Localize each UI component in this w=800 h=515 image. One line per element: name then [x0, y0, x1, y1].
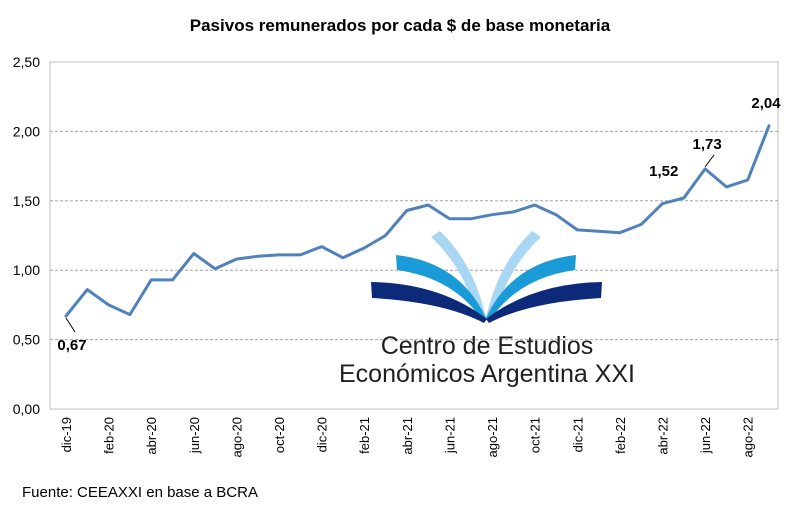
x-tick-label: feb-21 [357, 417, 372, 454]
x-tick-label: dic-21 [570, 417, 585, 452]
x-tick-label: dic-19 [59, 417, 74, 452]
watermark-line-2: Económicos Argentina XXI [339, 360, 635, 388]
x-tick-label: ago-21 [485, 417, 500, 457]
x-tick-label: abr-20 [144, 417, 159, 455]
x-tick-label: dic-20 [315, 417, 330, 452]
label-leader-line [704, 154, 715, 168]
logo-right-arc-dark [486, 282, 602, 323]
axes: 0,00 0,50 1,00 1,50 2,00 2,50 dic-19 feb-20 abr-… [13, 54, 756, 457]
x-tick-label: oct-20 [272, 417, 287, 453]
y-tick-label: 1,00 [13, 262, 40, 278]
y-tick-label: 0,50 [13, 332, 40, 348]
x-tick-label: feb-20 [102, 417, 117, 454]
y-tick-label: 2,50 [13, 54, 40, 70]
gridlines [49, 61, 779, 410]
y-tick-label: 0,00 [13, 401, 40, 417]
label-leader-line [65, 317, 76, 333]
data-label: 1,52 [649, 163, 678, 180]
plot-area [49, 61, 779, 410]
x-tick-label: jun-22 [698, 417, 713, 454]
data-label: 1,73 [692, 136, 721, 153]
x-tick-label: abr-21 [400, 417, 415, 455]
series-line [64, 124, 771, 318]
data-labels: 0,67 1,52 1,73 2,04 [57, 95, 781, 354]
chart-title: Pasivos remunerados por cada $ de base m… [189, 16, 611, 35]
x-tick-label: ago-20 [229, 417, 244, 457]
y-tick-label: 2,00 [13, 123, 40, 139]
x-tick-label: oct-21 [528, 417, 543, 453]
logo-right-arc-mid [486, 255, 576, 320]
data-label: 2,04 [751, 95, 781, 112]
x-tick-label: ago-22 [741, 417, 756, 457]
source-note: Fuente: CEEAXXI en base a BCRA [22, 484, 258, 501]
watermark-line-1: Centro de Estudios [381, 332, 594, 360]
data-label: 0,67 [57, 337, 86, 354]
logo-left-arc-dark [371, 282, 487, 323]
logo-left-arc-mid [396, 255, 486, 320]
x-tick-label: jun-20 [187, 417, 202, 454]
watermark-logo: Centro de Estudios Económicos Argentina … [339, 231, 635, 388]
y-tick-label: 1,50 [13, 193, 40, 209]
x-tick-label: abr-22 [655, 417, 670, 455]
x-tick-label: feb-22 [613, 417, 628, 454]
x-tick-label: jun-21 [442, 417, 457, 454]
series-layer [64, 124, 771, 318]
